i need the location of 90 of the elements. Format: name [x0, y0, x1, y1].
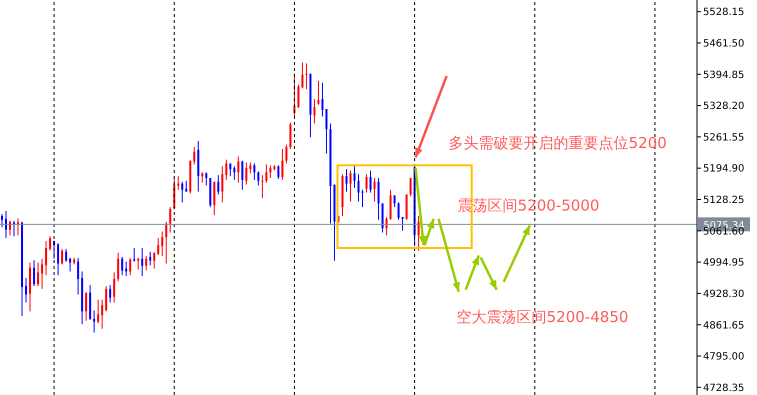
candlestick: [125, 261, 128, 277]
y-tick-label: 5128.25: [703, 195, 744, 206]
candlestick: [398, 202, 400, 220]
candlestick: [121, 256, 124, 276]
candlestick: [193, 146, 196, 165]
candlestick: [237, 156, 240, 184]
candlestick: [101, 299, 104, 330]
candlestick: [161, 231, 164, 256]
candlestick: [378, 178, 380, 220]
candlestick: [109, 284, 112, 303]
candlestick: [370, 170, 372, 194]
candlestick: [113, 272, 116, 303]
y-tick-label: 5528.15: [703, 7, 744, 18]
candlestick: [229, 162, 232, 177]
candlestick: [213, 181, 216, 216]
candlestick: [69, 257, 72, 272]
candlestick: [37, 262, 40, 287]
candlestick: [253, 162, 256, 180]
candlestick: [65, 248, 68, 262]
candlestick: [221, 166, 224, 203]
candlestick: [153, 252, 156, 270]
candlestick: [241, 160, 244, 190]
candlestick: [321, 82, 324, 117]
candlestick: [77, 257, 80, 295]
candlestick: [354, 164, 356, 188]
y-tick-label: 4728.35: [703, 382, 744, 394]
candlestick: [402, 216, 404, 232]
candlestick: [305, 62, 308, 90]
candlestick: [149, 251, 152, 266]
candlestick: [165, 221, 168, 264]
candlestick: [61, 248, 64, 265]
candlestick: [277, 164, 280, 180]
candlestick: [205, 172, 208, 186]
candlestick: [117, 252, 120, 282]
candlestick: [297, 84, 300, 109]
candlestick: [181, 181, 184, 203]
candlestick: [129, 257, 132, 276]
candlestick: [301, 62, 304, 89]
candlestick: [177, 176, 180, 190]
candlestick: [105, 286, 108, 312]
candlestick: [366, 174, 368, 194]
candlestick: [261, 174, 264, 199]
y-tick-label: 4861.65: [703, 320, 744, 332]
candlestick: [350, 170, 352, 202]
y-tick-label: 4928.30: [703, 288, 744, 300]
y-tick-label: 5461.50: [703, 38, 744, 50]
y-tick-label: 5328.20: [703, 101, 744, 112]
candlestick: [249, 162, 252, 174]
y-tick-label: 5261.55: [703, 132, 744, 144]
y-tick-label: 4994.95: [703, 258, 744, 269]
candlestick: [49, 236, 52, 251]
candlestick: [41, 258, 44, 290]
candlestick: [257, 170, 260, 186]
candlestick: [157, 238, 160, 256]
candlestick: [169, 206, 172, 233]
candlestick: [418, 216, 420, 252]
candlestick: [265, 164, 268, 184]
candlestick: [33, 260, 36, 287]
annotation: 多头需破要开启的重要点位5200: [448, 134, 667, 152]
candlestick: [141, 247, 144, 277]
candlestick: [1, 214, 3, 228]
y-tick-label: 4795.00: [703, 352, 744, 363]
candlestick: [317, 80, 320, 106]
y-tick-label: 5061.60: [703, 226, 744, 238]
candlestick: [289, 122, 292, 150]
candlestick: [386, 216, 388, 236]
candlestick: [45, 240, 48, 276]
candlestick: [233, 166, 236, 180]
candlestick: [269, 164, 272, 179]
candlestick: [390, 189, 392, 220]
candlestick: [57, 242, 60, 276]
candlestick: [25, 278, 28, 303]
candlestick: [225, 159, 228, 180]
candlestick: [145, 255, 148, 272]
candlestick: [358, 174, 360, 202]
candlestick: [85, 292, 88, 322]
candlestick: [313, 98, 316, 124]
candlestick: [245, 162, 248, 186]
candlestick: [281, 148, 284, 180]
candlestick: [285, 144, 288, 164]
candlestick: [217, 174, 220, 195]
y-tick-label: 5194.90: [703, 164, 744, 175]
candlestick: [345, 168, 348, 192]
candlestick: [410, 178, 412, 197]
candlestick: [325, 108, 328, 154]
y-tick-label: 5394.85: [703, 70, 744, 81]
annotation: 空大震荡区间5200-4850: [456, 308, 628, 326]
candlestick: [97, 299, 100, 324]
candlestick: [362, 189, 364, 208]
candlestick: [374, 178, 376, 202]
